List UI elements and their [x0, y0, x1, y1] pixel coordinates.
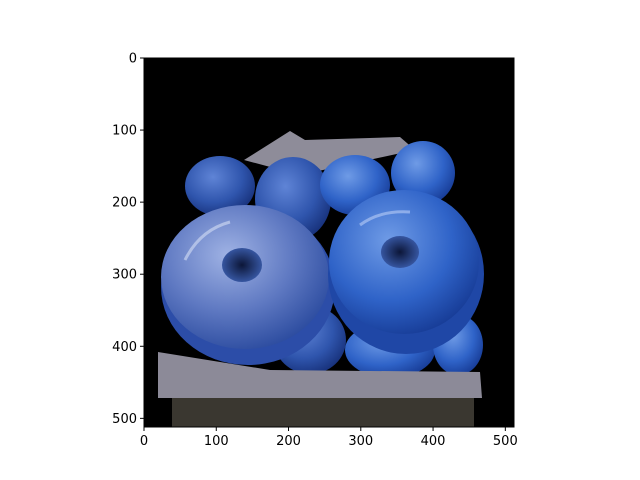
x-tick-label: 100	[204, 434, 229, 449]
x-tick-label: 300	[348, 434, 373, 449]
image-area	[144, 58, 514, 427]
y-tick-label: 500	[112, 412, 137, 427]
x-tick-label: 200	[276, 434, 301, 449]
y-axis: 0 100 200 300 400 500	[112, 52, 144, 427]
donut-back-left	[185, 156, 255, 216]
box-front	[158, 352, 482, 398]
glaze-highlight	[183, 220, 231, 261]
box-bottom	[172, 398, 474, 427]
y-tick-label: 200	[112, 196, 137, 211]
glaze-highlight	[359, 210, 411, 227]
y-tick-label: 400	[112, 340, 137, 355]
y-tick-label: 0	[129, 52, 137, 67]
axes-frame	[143, 57, 515, 428]
x-tick-label: 500	[493, 434, 518, 449]
donut-front-right-hole	[381, 236, 419, 268]
x-tick-label: 400	[421, 434, 446, 449]
x-tick-label: 0	[140, 434, 148, 449]
y-tick-label: 300	[112, 268, 137, 283]
y-tick-label: 100	[112, 124, 137, 139]
donut-front-left-hole	[222, 248, 262, 282]
x-axis: 0 100 200 300 400 500	[140, 427, 518, 449]
donut-back-right	[391, 141, 455, 205]
